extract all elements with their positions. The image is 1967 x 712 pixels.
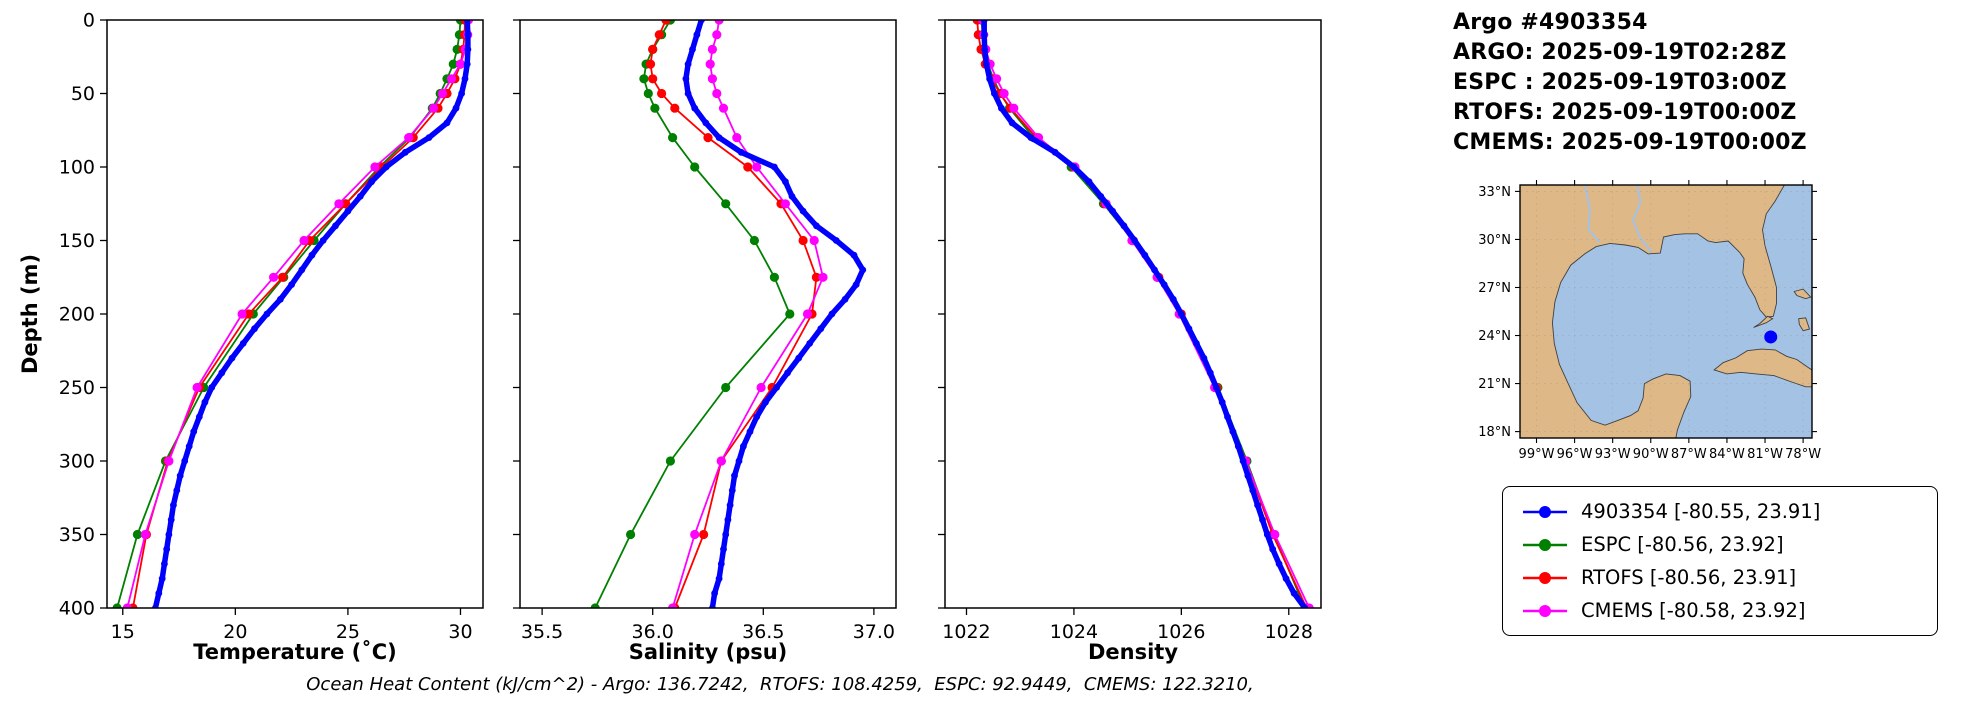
svg-text:25: 25 [336,621,360,643]
legend-label: RTOFS [-80.56, 23.91] [1581,566,1797,589]
svg-text:250: 250 [59,377,95,399]
series-4903354-salinity [682,20,867,608]
svg-text:84°W: 84°W [1709,447,1745,462]
plot-density: 1022 1024 1026 1028 [938,19,1322,643]
svg-text:99°W: 99°W [1519,447,1555,462]
svg-text:87°W: 87°W [1671,447,1707,462]
svg-text:100: 100 [59,157,95,179]
rtofs-line-marker-icon [1523,571,1567,584]
cmems-line-marker-icon [1523,604,1567,617]
svg-text:15: 15 [111,621,135,643]
salinity-axis-label: Salinity (psu) [628,640,788,664]
svg-text:18°N: 18°N [1478,425,1511,440]
land-bahamas-1 [1793,288,1812,300]
svg-text:350: 350 [59,524,95,546]
cmems-timestamp: CMEMS: 2025-09-19T00:00Z [1453,130,1807,155]
svg-text:1026: 1026 [1157,621,1205,643]
info-header: Argo #4903354 ARGO: 2025-09-19T02:28Z ES… [1453,8,1807,158]
float-position-marker [1764,330,1778,344]
espc-timestamp: ESPC : 2025-09-19T03:00Z [1453,70,1787,95]
location-map: 99°W 96°W 93°W 90°W 87°W 84°W 81°W 78°W 33°N 30°N… [1478,180,1821,462]
svg-text:1022: 1022 [942,621,990,643]
svg-text:78°W: 78°W [1785,447,1821,462]
legend-box: 4903354 [-80.55, 23.91] ESPC [-80.56, 23… [1502,486,1938,636]
svg-text:150: 150 [59,230,95,252]
svg-text:93°W: 93°W [1595,447,1631,462]
svg-text:0: 0 [83,10,95,32]
series-cmems-salinity [668,20,828,608]
legend-label: CMEMS [-80.58, 23.92] [1581,599,1806,622]
svg-text:30: 30 [448,621,472,643]
svg-text:200: 200 [59,304,95,326]
plot-salinity: 35.5 36.0 36.5 37.0 [513,19,897,643]
svg-text:400: 400 [59,598,95,620]
svg-text:20: 20 [223,621,247,643]
svg-text:21°N: 21°N [1478,377,1511,392]
legend-item-cmems: CMEMS [-80.58, 23.92] [1521,594,1919,627]
rtofs-timestamp: RTOFS: 2025-09-19T00:00Z [1453,100,1797,125]
svg-text:90°W: 90°W [1633,447,1669,462]
svg-text:36.0: 36.0 [632,621,674,643]
river-line [1631,185,1653,253]
river-line [1584,185,1601,244]
svg-text:36.5: 36.5 [742,621,784,643]
svg-text:96°W: 96°W [1557,447,1593,462]
espc-line-marker-icon [1523,538,1567,551]
legend-label: 4903354 [-80.55, 23.91] [1581,500,1821,523]
svg-text:81°W: 81°W [1747,447,1783,462]
density-axis-label: Density [1087,640,1179,664]
legend-item-rtofs: RTOFS [-80.56, 23.91] [1521,561,1919,594]
land-north-america [1520,185,1785,438]
series-4903354-temperature [152,20,472,608]
svg-text:50: 50 [71,83,95,105]
series-4903354-density [980,20,1309,608]
land-bahamas-2 [1798,317,1811,332]
series-cmems-temperature [122,20,473,608]
svg-text:24°N: 24°N [1478,329,1511,344]
argo-line-marker-icon [1523,505,1567,518]
argo-timestamp: ARGO: 2025-09-19T02:28Z [1453,40,1787,65]
legend-item-argo: 4903354 [-80.55, 23.91] [1521,495,1919,528]
map-area: 99°W 96°W 93°W 90°W 87°W 84°W 81°W 78°W 33°N 30°N… [1478,180,1821,462]
land-florida-keys [1753,315,1774,328]
svg-text:37.0: 37.0 [853,621,895,643]
svg-text:27°N: 27°N [1478,281,1511,296]
float-title: Argo #4903354 [1453,10,1648,35]
land-cuba [1713,348,1812,388]
ocean-heat-content-note: Ocean Heat Content (kJ/cm^2) - Argo: 136… [306,674,1254,695]
legend-item-espc: ESPC [-80.56, 23.92] [1521,528,1919,561]
legend-label: ESPC [-80.56, 23.92] [1581,533,1784,556]
svg-text:33°N: 33°N [1478,185,1511,200]
svg-text:300: 300 [59,451,95,473]
temperature-axis-label: Temperature (˚C) [193,640,397,664]
location-map-wrap: 99°W 96°W 93°W 90°W 87°W 84°W 81°W 78°W 33°N 30°N… [1448,175,1848,485]
svg-text:1024: 1024 [1050,621,1098,643]
depth-axis-label: Depth (m) [18,253,42,375]
svg-text:30°N: 30°N [1478,233,1511,248]
svg-text:1028: 1028 [1265,621,1313,643]
svg-text:35.5: 35.5 [521,621,563,643]
